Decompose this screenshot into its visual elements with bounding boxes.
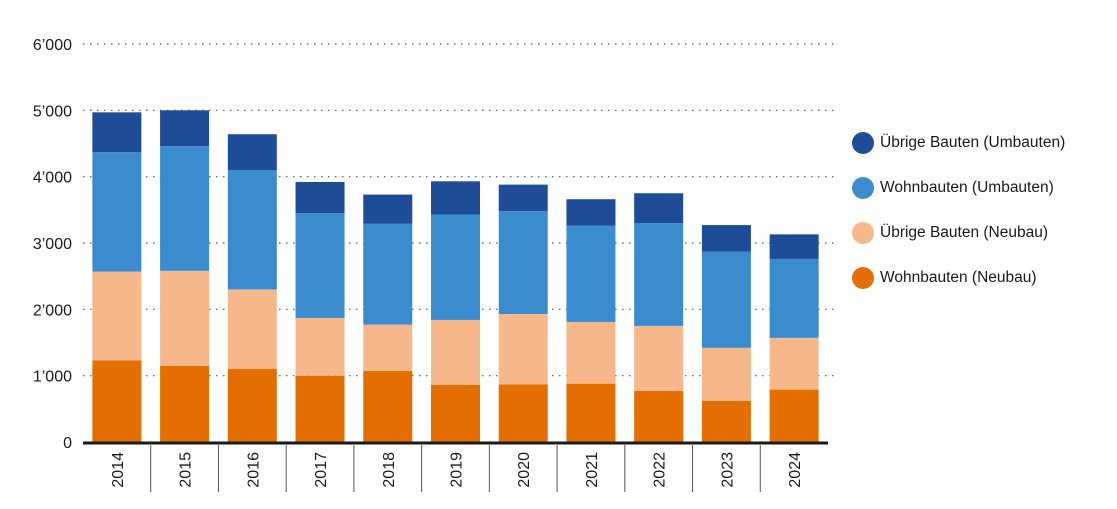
bar-segment [769,234,819,259]
bar-segment [92,152,142,272]
bar-segment [295,213,345,318]
bar-segment [295,317,345,376]
bar-segment [431,319,480,385]
bar-segment [566,199,616,226]
legend-label: Wohnbauten (Umbauten) [880,179,1054,196]
y-tick-label: 6’000 [33,37,72,54]
legend-swatch [852,267,874,289]
x-axis: 2014 2015 2016 2017 2018 2019 2020 2021 2022 2023… [83,441,828,492]
bar-segment [701,400,751,442]
y-tick-label: 2’000 [33,302,72,319]
x-tick-label: 2018 [381,452,398,488]
bar-segment [295,181,345,214]
bars [92,110,819,442]
bar-segment [160,146,210,271]
legend-swatch [852,222,874,244]
legend-item: Übrige Bauten (Neubau) [852,218,1065,248]
legend-label: Übrige Bauten (Umbauten) [880,134,1066,151]
x-tick-label: 2014 [110,452,127,488]
y-tick-label: 3’000 [33,236,72,253]
bar-segment [92,112,142,153]
x-tick-label: 2016 [245,452,262,488]
bar-segment [160,110,210,147]
bar-segment [227,134,277,171]
bar-segment [431,181,480,215]
bar-segment [634,390,684,442]
legend-label: Übrige Bauten (Neubau) [880,224,1049,241]
x-tick-label: 2022 [652,452,669,488]
bar-segment [498,211,548,314]
bar-segment [227,369,277,442]
y-tick-label: 5’000 [33,103,72,120]
legend-label: Wohnbauten (Neubau) [880,269,1037,286]
bar-segment [701,347,751,401]
bar-segment [566,225,616,322]
bar-segment [363,371,413,442]
y-tick-label: 0 [63,435,72,452]
legend-swatch [852,177,874,199]
bar-segment [566,383,616,442]
bar-segment [701,225,751,252]
bar-segment [701,251,751,348]
bar-segment [160,365,210,442]
y-axis: 0 1’000 2’000 3’000 4’000 5’000 6’000 [33,37,72,452]
legend-swatch [852,132,874,154]
bar-segment [498,313,548,385]
bar-segment [634,325,684,391]
bar-segment [92,271,142,361]
bar-segment [227,289,277,370]
y-tick-label: 4’000 [33,170,72,187]
bar-segment [160,270,210,366]
x-tick-label: 2015 [178,452,195,488]
bar-segment [363,194,413,224]
x-tick-label: 2020 [516,452,533,488]
bar-segment [363,223,413,325]
bar-segment [566,321,616,384]
legend-item: Übrige Bauten (Umbauten) [852,128,1065,158]
bar-segment [92,360,142,442]
bar-segment [431,384,480,442]
bar-segment [769,258,819,338]
x-tick-label: 2017 [313,452,330,488]
x-tick-label: 2023 [719,452,736,488]
x-tick-label: 2024 [787,452,804,488]
bar-segment [769,389,819,442]
bar-segment [431,214,480,320]
bar-segment [769,337,819,390]
bar-segment [634,223,684,326]
bar-segment [498,184,548,212]
bar-segment [295,375,345,442]
legend: Übrige Bauten (Umbauten) Wohnbauten (Umba… [852,128,1065,308]
bar-segment [498,384,548,442]
bar-segment [634,193,684,224]
bar-segment [363,324,413,372]
y-tick-label: 1’000 [33,369,72,386]
bar-segment [227,170,277,290]
legend-item: Wohnbauten (Neubau) [852,263,1065,293]
x-tick-label: 2021 [584,452,601,488]
x-tick-label: 2019 [449,452,466,488]
legend-item: Wohnbauten (Umbauten) [852,173,1065,203]
